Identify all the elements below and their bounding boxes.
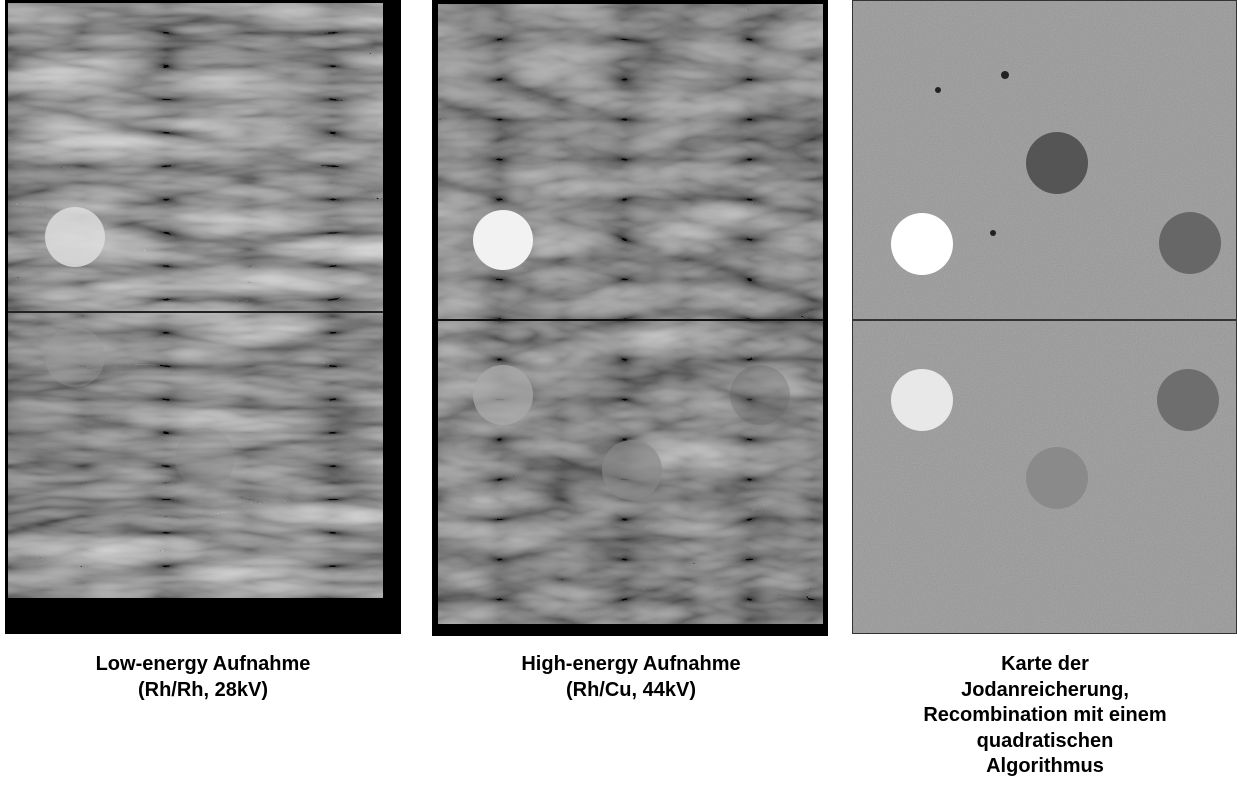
spot xyxy=(1026,447,1088,509)
iodine-map-image xyxy=(852,0,1237,634)
speck xyxy=(990,230,996,236)
caption-line: (Rh/Rh, 28kV) xyxy=(3,678,403,704)
spot xyxy=(891,213,953,275)
spot xyxy=(891,369,953,431)
low-energy-image xyxy=(5,0,401,634)
caption-line: Recombination mit einem xyxy=(845,703,1237,729)
spot xyxy=(602,440,662,500)
high-energy-image xyxy=(432,0,828,636)
caption-line: High-energy Aufnahme xyxy=(431,652,831,678)
figure-page: Low-energy Aufnahme(Rh/Rh, 28kV) High-en… xyxy=(0,0,1237,804)
caption-line: Algorithmus xyxy=(845,754,1237,780)
speck xyxy=(935,87,941,93)
spot xyxy=(473,210,533,270)
spot xyxy=(730,365,790,425)
caption-line: Jodanreicherung, xyxy=(845,678,1237,704)
caption-line: Karte der xyxy=(845,652,1237,678)
spot xyxy=(1159,212,1221,274)
image-background xyxy=(852,0,1237,634)
speck xyxy=(1001,71,1009,79)
image-texture xyxy=(438,4,823,624)
spot xyxy=(45,327,105,387)
spot xyxy=(473,365,533,425)
caption-line: quadratischen xyxy=(845,729,1237,755)
caption: Low-energy Aufnahme(Rh/Rh, 28kV) xyxy=(3,652,403,703)
caption-line: Low-energy Aufnahme xyxy=(3,652,403,678)
caption-line: (Rh/Cu, 44kV) xyxy=(431,678,831,704)
spot xyxy=(175,428,235,488)
caption: High-energy Aufnahme(Rh/Cu, 44kV) xyxy=(431,652,831,703)
spot xyxy=(1026,132,1088,194)
images xyxy=(0,0,1237,650)
spot xyxy=(45,207,105,267)
spot xyxy=(1157,369,1219,431)
image-texture xyxy=(8,3,383,598)
